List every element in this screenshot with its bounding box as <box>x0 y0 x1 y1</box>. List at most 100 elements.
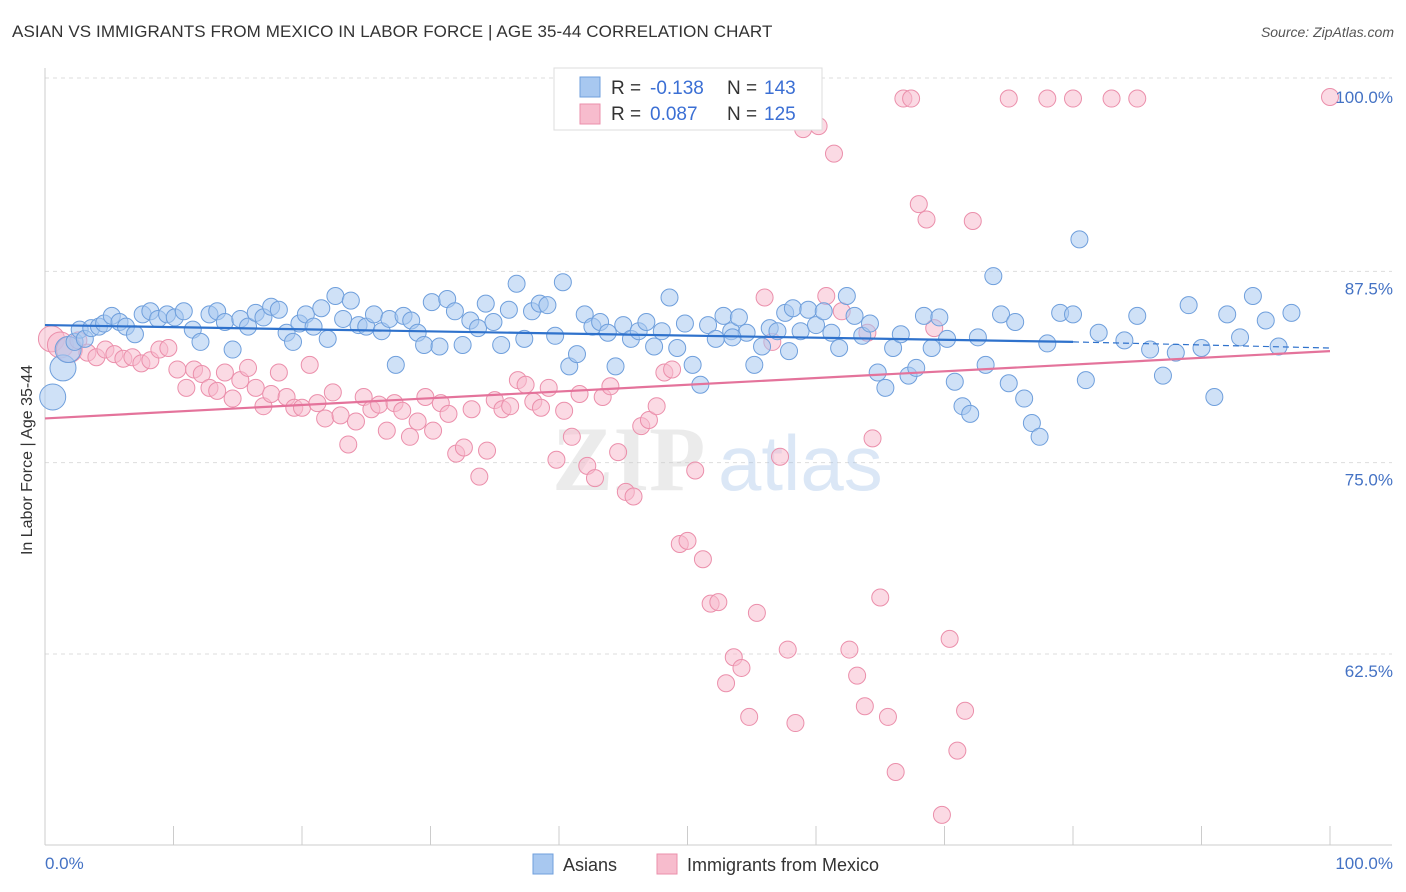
legend-box: R = -0.138 N = 143 R = 0.087 N = 125 <box>553 67 823 131</box>
asian-point <box>453 335 472 354</box>
asian-point <box>783 299 802 318</box>
asian-trend-line <box>44 323 1074 344</box>
legend-n-label-2: N = <box>727 104 757 125</box>
asian-point <box>683 355 702 374</box>
mexico-point <box>871 588 890 607</box>
asian-point <box>945 372 964 391</box>
asian-point <box>1282 303 1301 322</box>
mexico-point <box>601 377 620 396</box>
mexico-point <box>262 384 281 403</box>
mexico-point <box>424 421 443 440</box>
mexico-point <box>663 360 682 379</box>
asian-point <box>1141 340 1160 359</box>
mexico-point <box>555 401 574 420</box>
mexico-point <box>948 741 967 760</box>
mexico-point <box>339 435 358 454</box>
asian-point <box>706 329 725 348</box>
mexico-point <box>886 763 905 782</box>
mexico-point <box>778 640 797 659</box>
mexico-point <box>400 427 419 446</box>
asian-point <box>341 291 360 310</box>
mexico-point <box>686 461 705 480</box>
asian-point <box>807 316 825 335</box>
legend-n-label-1: N = <box>727 78 757 99</box>
asian-point <box>191 332 210 351</box>
mexico-point <box>902 89 921 108</box>
asian-point <box>484 313 503 332</box>
mexico-point <box>316 409 335 428</box>
mexico-point <box>300 355 319 374</box>
mexico-point <box>824 144 843 163</box>
bottom-legend-asians: Asians <box>563 855 617 875</box>
mexico-point <box>771 447 790 466</box>
mexico-point <box>462 400 481 419</box>
mexico-point <box>293 398 311 417</box>
asian-point <box>476 294 495 313</box>
mexico-point <box>917 210 936 229</box>
asian-point <box>1218 305 1237 324</box>
asian-point <box>976 355 995 374</box>
mexico-point <box>855 697 874 716</box>
asian-point <box>968 328 987 347</box>
mexico-point <box>678 531 697 550</box>
mexico-point <box>786 714 805 733</box>
asian-point <box>284 332 303 351</box>
asian-point <box>668 339 687 358</box>
asian-point <box>386 355 405 374</box>
mexico-point <box>878 707 897 726</box>
asian-point <box>753 337 772 356</box>
legend-swatch-asians <box>579 76 601 98</box>
asian-point <box>652 322 671 341</box>
asian-point <box>492 335 511 354</box>
legend-r-value-1: -0.138 <box>650 78 704 99</box>
axes <box>44 68 1392 846</box>
mexico-point <box>159 339 178 358</box>
asian-point <box>768 322 787 341</box>
bottom-legend-swatch-mexico <box>656 853 678 875</box>
mexico-point <box>532 398 551 417</box>
legend-n-value-2: 125 <box>764 104 796 125</box>
zipatlas-watermark: ZIP atlas <box>552 408 883 510</box>
mexico-point <box>639 410 658 429</box>
mexico-point <box>1128 89 1147 108</box>
asian-point <box>791 322 810 341</box>
asian-point <box>125 325 144 344</box>
asian-point <box>538 296 557 315</box>
mexico-point <box>331 406 350 425</box>
x-tick-label: 100.0% <box>1335 854 1393 873</box>
legend-r-value-2: 0.087 <box>650 104 698 125</box>
asian-point <box>174 302 193 321</box>
asian-point <box>1128 306 1147 325</box>
asian-point <box>1192 339 1211 358</box>
asian-point <box>499 300 518 319</box>
mexico-point <box>215 363 234 382</box>
asian-point <box>223 340 242 359</box>
asian-point <box>729 308 748 327</box>
asian-point <box>422 293 441 312</box>
asian-point <box>553 273 572 292</box>
mexico-point <box>370 395 389 414</box>
asian-point <box>1070 230 1089 249</box>
mexico-point <box>940 629 959 648</box>
asian-point <box>699 316 718 335</box>
asian-point <box>364 305 383 324</box>
asian-point <box>1231 328 1250 347</box>
asian-point <box>830 339 849 358</box>
asian-point <box>1015 389 1034 408</box>
asian-point <box>845 306 864 325</box>
asian-point <box>39 383 67 411</box>
asian-point <box>660 288 679 307</box>
mexico-point <box>208 381 227 400</box>
asian-point <box>469 319 488 338</box>
mexico-point <box>478 441 497 460</box>
y-tick-label: 87.5% <box>1345 279 1393 298</box>
asian-point <box>992 305 1011 324</box>
mexico-point <box>740 707 759 726</box>
mexico-point <box>408 412 427 431</box>
asian-point <box>1115 331 1134 350</box>
legend-n-value-1: 143 <box>764 78 796 99</box>
mexico-point <box>747 603 766 622</box>
asian-point <box>606 357 625 376</box>
svg-text:atlas: atlas <box>718 419 883 507</box>
mexico-point <box>547 450 566 469</box>
